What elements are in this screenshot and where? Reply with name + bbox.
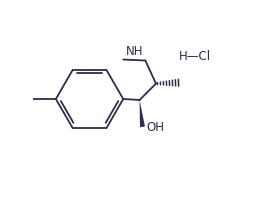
Text: NH: NH bbox=[126, 45, 143, 58]
Text: H—Cl: H—Cl bbox=[179, 50, 211, 63]
Text: OH: OH bbox=[146, 121, 164, 134]
Polygon shape bbox=[140, 100, 145, 127]
